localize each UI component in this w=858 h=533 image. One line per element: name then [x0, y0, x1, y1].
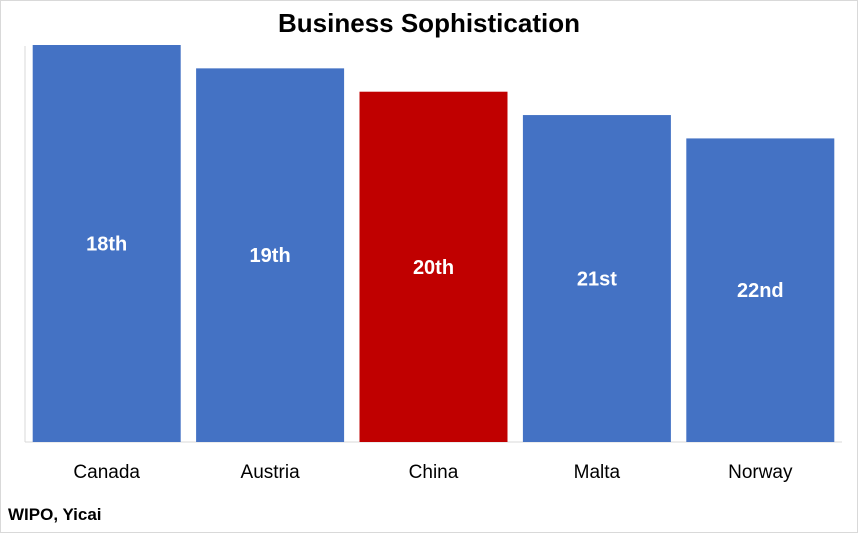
x-tick-label-norway: Norway [728, 462, 793, 483]
chart-title: Business Sophistication [278, 8, 580, 38]
data-label-china: 20th [413, 257, 454, 279]
data-label-malta: 21st [577, 269, 617, 291]
x-tick-label-canada: Canada [73, 462, 140, 483]
x-tick-label-china: China [409, 462, 459, 483]
bar-norway [686, 138, 835, 443]
bar-malta [522, 115, 671, 442]
source-note: WIPO, Yicai [8, 505, 102, 524]
data-label-canada: 18th [86, 234, 127, 256]
data-label-norway: 22nd [737, 280, 784, 302]
bar-canada [32, 45, 181, 442]
data-label-austria: 19th [250, 245, 291, 267]
bar-china [359, 91, 508, 443]
x-tick-label-malta: Malta [574, 462, 621, 483]
bars-group: 18th Canada 19th Austria 20th China 21st Malta 2… [32, 45, 835, 483]
x-tick-label-austria: Austria [241, 462, 301, 483]
bar-austria [196, 68, 345, 443]
